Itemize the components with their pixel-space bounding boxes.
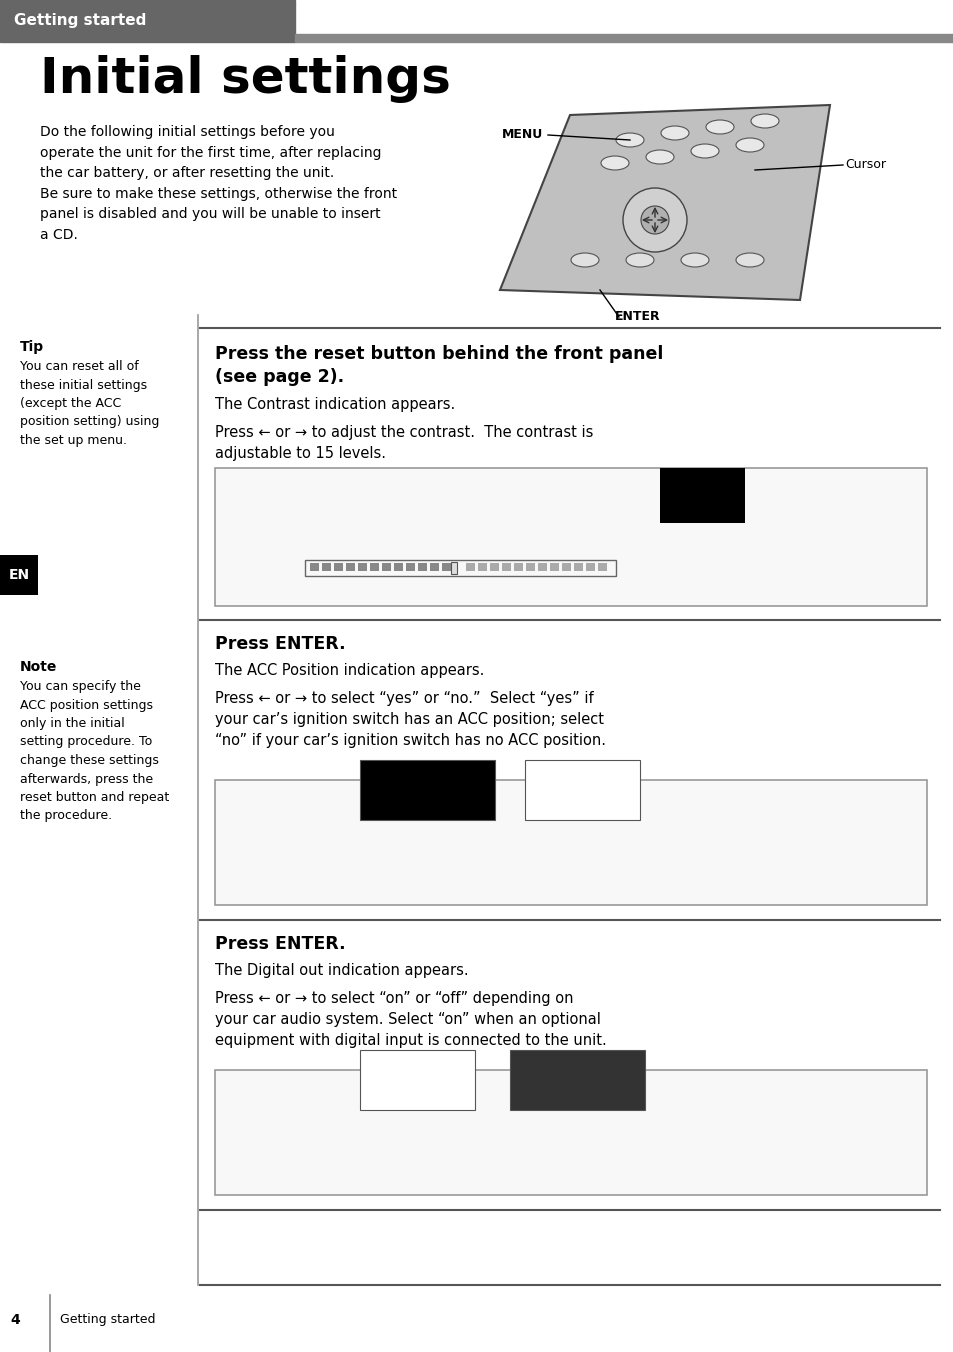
Text: Cursor: Cursor: [844, 158, 885, 172]
Ellipse shape: [705, 120, 733, 134]
Bar: [357, 562, 367, 571]
Text: Press ENTER.: Press ENTER.: [214, 936, 345, 953]
Text: Initial settings: Initial settings: [40, 55, 451, 103]
Ellipse shape: [680, 253, 708, 266]
Text: EN: EN: [9, 568, 30, 581]
Bar: [381, 562, 391, 571]
Bar: [574, 562, 582, 571]
Text: Press ← or → to select “on” or “off” depending on
your car audio system. Select : Press ← or → to select “on” or “off” dep…: [214, 991, 606, 1048]
Bar: [525, 562, 535, 571]
Text: You can reset all of
these initial settings
(except the ACC
position setting) us: You can reset all of these initial setti…: [20, 360, 159, 448]
Bar: [561, 562, 571, 571]
Bar: [346, 562, 355, 571]
Text: ENTER: ENTER: [615, 311, 659, 323]
Bar: [334, 562, 343, 571]
Text: Tip: Tip: [20, 339, 44, 354]
Ellipse shape: [645, 150, 673, 164]
Text: You can specify the
ACC position settings
only in the initial
setting procedure.: You can specify the ACC position setting…: [20, 680, 169, 822]
Text: The Contrast indication appears.: The Contrast indication appears.: [214, 397, 455, 412]
Bar: [514, 562, 522, 571]
Bar: [550, 562, 558, 571]
Bar: [394, 562, 402, 571]
Ellipse shape: [616, 132, 643, 147]
Bar: [305, 560, 616, 576]
Bar: [465, 562, 475, 571]
Bar: [490, 562, 498, 571]
Ellipse shape: [690, 145, 719, 158]
Ellipse shape: [735, 253, 763, 266]
Bar: [406, 562, 415, 571]
Bar: [598, 562, 606, 571]
Bar: [585, 562, 595, 571]
Bar: [659, 468, 744, 523]
Text: Getting started: Getting started: [14, 14, 146, 28]
Bar: [441, 562, 451, 571]
Ellipse shape: [600, 155, 628, 170]
Bar: [322, 562, 331, 571]
Bar: [430, 562, 438, 571]
Text: 4: 4: [10, 1313, 20, 1328]
Text: Note: Note: [20, 660, 57, 675]
Bar: [537, 562, 546, 571]
Bar: [510, 1051, 644, 1110]
Bar: [359, 1051, 475, 1110]
Polygon shape: [499, 105, 829, 300]
Text: Press the reset button behind the front panel
(see page 2).: Press the reset button behind the front …: [214, 345, 662, 385]
Ellipse shape: [625, 253, 654, 266]
Bar: [359, 760, 495, 821]
Bar: [0, 0, 294, 42]
Bar: [214, 1069, 926, 1195]
Bar: [294, 34, 953, 42]
Ellipse shape: [750, 114, 779, 128]
Bar: [477, 562, 486, 571]
Text: The ACC Position indication appears.: The ACC Position indication appears.: [214, 662, 484, 677]
Ellipse shape: [735, 138, 763, 151]
Bar: [501, 562, 511, 571]
Text: Getting started: Getting started: [60, 1314, 155, 1326]
Bar: [310, 562, 318, 571]
Text: Press ← or → to select “yes” or “no.”  Select “yes” if
your car’s ignition switc: Press ← or → to select “yes” or “no.” Se…: [214, 691, 605, 748]
Text: MENU: MENU: [501, 128, 542, 142]
Bar: [524, 760, 639, 821]
Bar: [214, 780, 926, 904]
Bar: [370, 562, 378, 571]
Bar: [451, 562, 456, 575]
Ellipse shape: [571, 253, 598, 266]
Bar: [214, 468, 926, 606]
Ellipse shape: [660, 126, 688, 141]
Text: Press ENTER.: Press ENTER.: [214, 635, 345, 653]
Circle shape: [640, 206, 668, 234]
Text: Press ← or → to adjust the contrast.  The contrast is
adjustable to 15 levels.: Press ← or → to adjust the contrast. The…: [214, 425, 593, 461]
Bar: [0, 556, 38, 595]
Bar: [417, 562, 427, 571]
Text: The Digital out indication appears.: The Digital out indication appears.: [214, 963, 468, 977]
Circle shape: [622, 188, 686, 251]
Text: Do the following initial settings before you
operate the unit for the first time: Do the following initial settings before…: [40, 124, 396, 242]
